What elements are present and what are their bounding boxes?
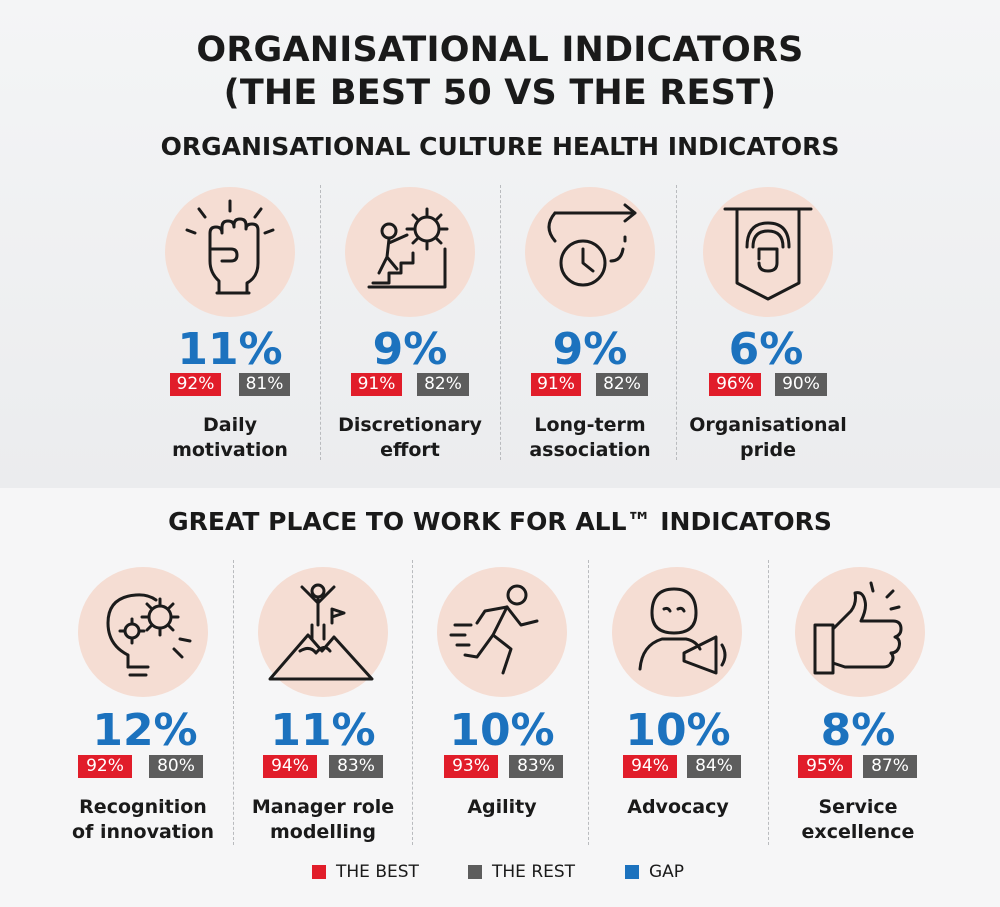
gap-value: 10% bbox=[625, 705, 731, 756]
best-rest-pair: 92% 80% bbox=[78, 755, 208, 778]
indicator-label: Discretionary bbox=[338, 414, 482, 436]
climber-gear-icon bbox=[345, 187, 475, 317]
clock-arrow-icon bbox=[525, 187, 655, 317]
best-rest-pair: 91% 82% bbox=[351, 373, 471, 396]
gap-value: 11% bbox=[270, 705, 376, 756]
indicator-label: Long-term bbox=[534, 414, 646, 436]
indicator-label: Daily bbox=[202, 414, 257, 436]
column-divider bbox=[320, 185, 321, 460]
column-divider bbox=[233, 560, 234, 845]
column-divider bbox=[412, 560, 413, 845]
indicator-label: effort bbox=[380, 439, 440, 461]
rest-value: 84% bbox=[687, 755, 741, 778]
indicator-label: Manager role bbox=[251, 796, 395, 818]
best-value: 96% bbox=[709, 373, 761, 396]
column-divider bbox=[500, 185, 501, 460]
indicator-label: motivation bbox=[172, 439, 288, 461]
section-title-culture-health: ORGANISATIONAL CULTURE HEALTH INDICATORS bbox=[160, 132, 840, 161]
best-rest-pair: 93% 83% bbox=[444, 755, 574, 778]
best-rest-pair: 94% 84% bbox=[623, 755, 753, 778]
best-value: 91% bbox=[351, 373, 402, 396]
legend-swatch-gap bbox=[625, 865, 639, 879]
mountain-climber-icon bbox=[258, 567, 388, 697]
column-divider bbox=[588, 560, 589, 845]
best-value: 94% bbox=[263, 755, 317, 778]
indicator-label: modelling bbox=[269, 821, 376, 843]
legend-label-best: THE BEST bbox=[336, 862, 419, 882]
indicator-label: Recognition bbox=[79, 796, 207, 818]
rest-value: 90% bbox=[775, 373, 827, 396]
legend-label-rest: THE REST bbox=[492, 862, 576, 882]
legend-swatch-rest bbox=[468, 865, 482, 879]
rest-value: 82% bbox=[596, 373, 648, 396]
gap-value: 11% bbox=[177, 324, 283, 375]
indicator-label: pride bbox=[740, 439, 796, 461]
gap-value: 10% bbox=[449, 705, 555, 756]
main-title-line-1: ORGANISATIONAL INDICATORS bbox=[196, 30, 804, 70]
gap-value: 12% bbox=[92, 705, 198, 756]
main-title-line-2: (THE BEST 50 VS THE REST) bbox=[223, 73, 777, 113]
gap-value: 9% bbox=[552, 324, 628, 375]
best-rest-pair: 95% 87% bbox=[798, 755, 928, 778]
best-rest-pair: 92% 81% bbox=[170, 373, 290, 396]
indicator-label: Agility bbox=[467, 796, 537, 818]
raised-fist-icon bbox=[165, 187, 295, 317]
gap-value: 6% bbox=[728, 324, 804, 375]
legend-swatch-best bbox=[312, 865, 326, 879]
indicator-label: Service bbox=[818, 796, 898, 818]
legend-label-gap: GAP bbox=[649, 862, 685, 882]
running-person-icon bbox=[437, 567, 567, 697]
best-value: 95% bbox=[798, 755, 852, 778]
indicator-label: excellence bbox=[801, 821, 915, 843]
section-title-great-place-to-work: GREAT PLACE TO WORK FOR ALL™ INDICATORS bbox=[168, 507, 832, 536]
best-value: 93% bbox=[444, 755, 498, 778]
rest-value: 80% bbox=[149, 755, 203, 778]
lightbulb-gears-icon bbox=[78, 567, 208, 697]
gap-value: 9% bbox=[372, 324, 448, 375]
column-divider bbox=[676, 185, 677, 460]
rest-value: 87% bbox=[863, 755, 917, 778]
gap-value: 8% bbox=[820, 705, 896, 756]
best-rest-pair: 91% 82% bbox=[531, 373, 651, 396]
column-divider bbox=[768, 560, 769, 845]
best-value: 91% bbox=[531, 373, 581, 396]
banner-fist-icon bbox=[703, 187, 833, 317]
best-value: 92% bbox=[78, 755, 132, 778]
rest-value: 82% bbox=[417, 373, 469, 396]
best-value: 94% bbox=[623, 755, 677, 778]
best-rest-pair: 94% 83% bbox=[263, 755, 393, 778]
indicator-label: of innovation bbox=[72, 821, 214, 843]
best-rest-pair: 96% 90% bbox=[709, 373, 829, 396]
thumbs-up-icon bbox=[795, 567, 925, 697]
indicator-label: Organisational bbox=[689, 414, 847, 436]
bottom-section-background bbox=[0, 488, 1000, 907]
rest-value: 81% bbox=[239, 373, 290, 396]
indicator-label: association bbox=[529, 439, 651, 461]
indicator-label: Advocacy bbox=[627, 796, 729, 818]
best-value: 92% bbox=[170, 373, 221, 396]
megaphone-person-icon bbox=[612, 567, 742, 697]
rest-value: 83% bbox=[509, 755, 563, 778]
rest-value: 83% bbox=[329, 755, 383, 778]
